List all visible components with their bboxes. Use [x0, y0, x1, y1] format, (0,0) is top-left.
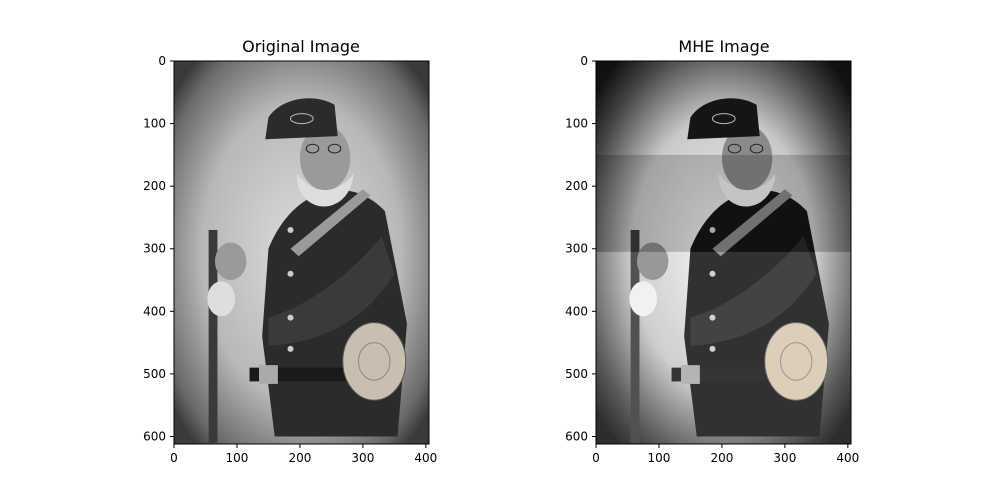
y-tick-label: 200: [143, 179, 166, 193]
y-tick-label: 100: [143, 117, 166, 131]
axes-original: Original Image 0 100 200 300 400 0 100 200 300 4…: [143, 37, 437, 465]
axes-mhe: MHE Image 0 100 200 300 400 0 100 200 300 400 500…: [565, 37, 859, 465]
x-tick-label: 100: [648, 451, 671, 465]
axes-frame: [173, 60, 430, 445]
axes-title: MHE Image: [678, 37, 769, 56]
x-ticks: 0 100 200 300 400: [170, 444, 437, 465]
x-tick-label: 200: [710, 451, 733, 465]
y-tick-label: 0: [580, 54, 588, 68]
x-tick-label: 300: [773, 451, 796, 465]
y-tick-label: 500: [565, 367, 588, 381]
y-tick-label: 600: [565, 429, 588, 443]
y-tick-label: 500: [143, 367, 166, 381]
y-tick-label: 300: [143, 242, 166, 256]
y-tick-label: 600: [143, 429, 166, 443]
axes-title: Original Image: [242, 37, 360, 56]
y-tick-label: 100: [565, 117, 588, 131]
x-tick-label: 200: [288, 451, 311, 465]
y-tick-label: 200: [565, 179, 588, 193]
y-tick-label: 400: [143, 304, 166, 318]
x-tick-label: 400: [414, 451, 437, 465]
x-tick-label: 400: [836, 451, 859, 465]
x-tick-label: 300: [351, 451, 374, 465]
x-tick-label: 0: [170, 451, 178, 465]
y-ticks: 0 100 200 300 400 500 600: [143, 54, 174, 443]
x-tick-label: 0: [592, 451, 600, 465]
y-tick-label: 400: [565, 304, 588, 318]
y-ticks: 0 100 200 300 400 500 600: [565, 54, 596, 443]
y-tick-label: 0: [158, 54, 166, 68]
x-ticks: 0 100 200 300 400: [592, 444, 859, 465]
image-original: [174, 61, 429, 444]
axes-frame: [595, 60, 852, 445]
image-mhe: [596, 61, 851, 444]
y-tick-label: 300: [565, 242, 588, 256]
x-tick-label: 100: [226, 451, 249, 465]
